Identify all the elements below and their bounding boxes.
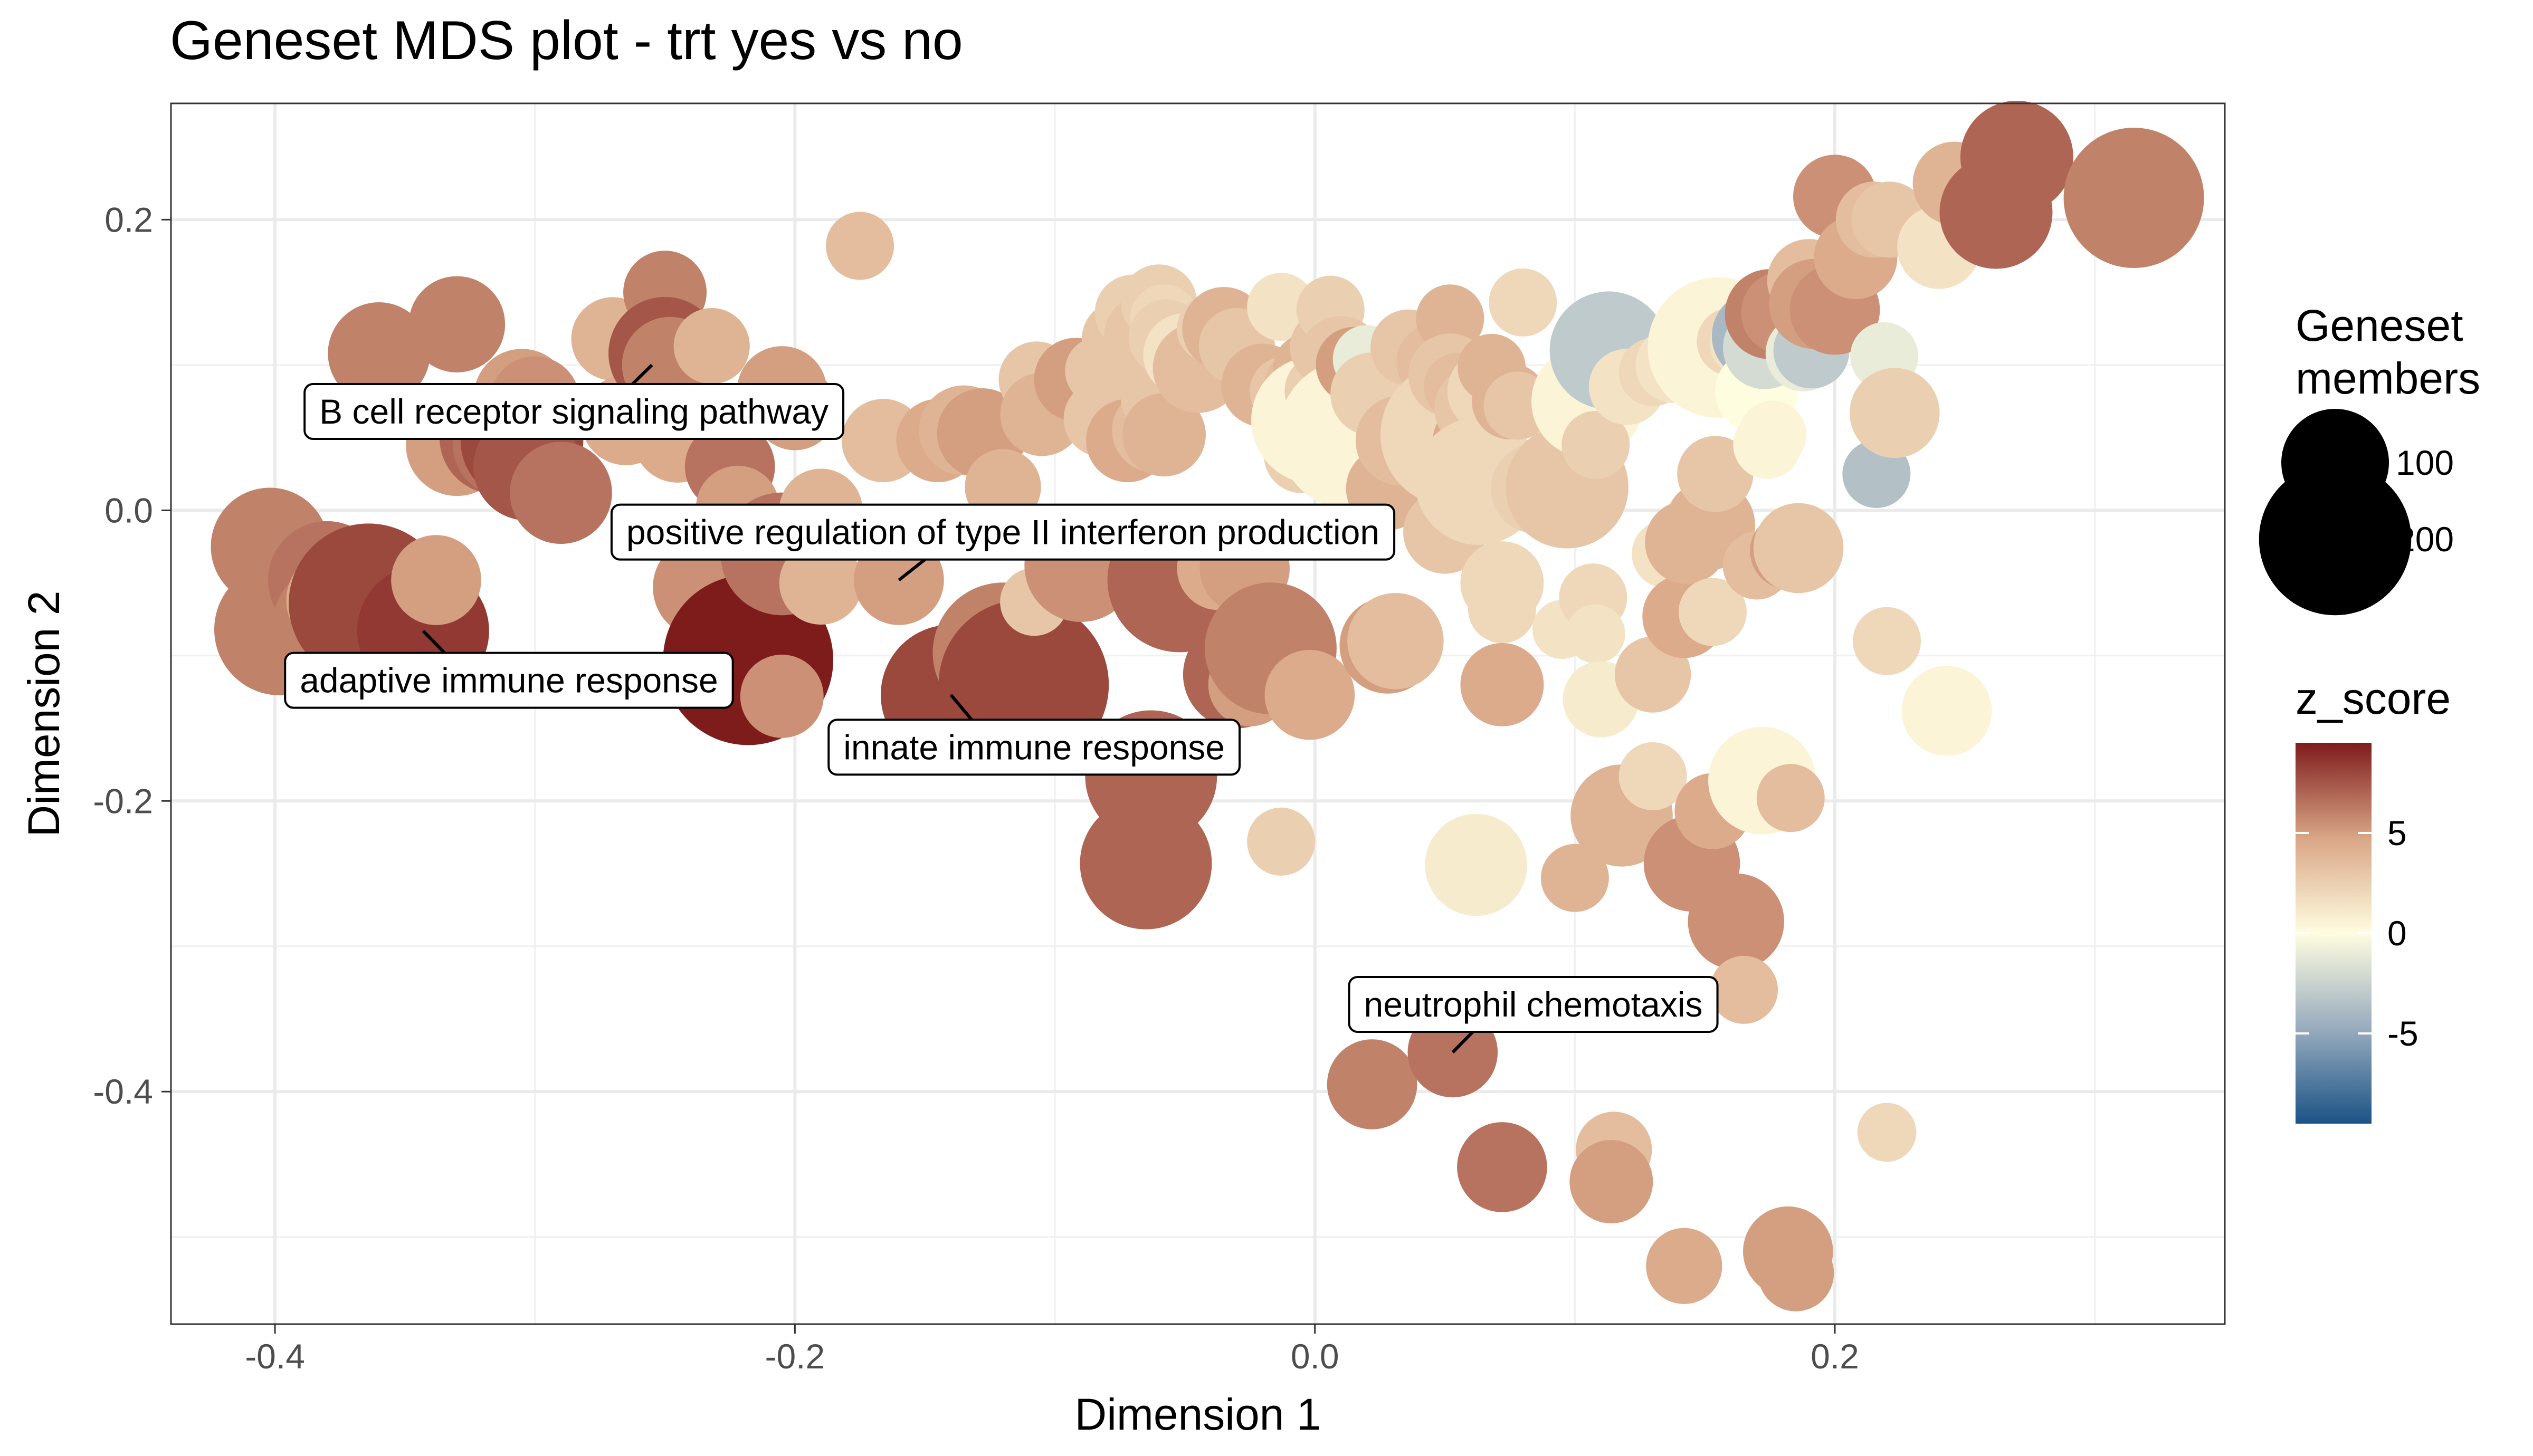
data-point <box>1853 607 1921 675</box>
y-tick-label: 0.2 <box>104 200 153 239</box>
size-legend-key-200 <box>2259 463 2412 616</box>
size-legend-title-line-1: Geneset <box>2296 301 2463 350</box>
data-point <box>1857 1103 1917 1162</box>
data-point <box>1678 578 1747 646</box>
data-point <box>1677 436 1754 512</box>
data-point <box>1347 593 1444 689</box>
annotation-leader-line <box>422 629 446 654</box>
data-point <box>1416 284 1484 353</box>
size-legend: Geneset members 100 200 <box>2259 301 2480 616</box>
annotation-label: neutrophil chemotaxis <box>1364 985 1703 1024</box>
x-axis: -0.4 -0.2 0.0 0.2 <box>245 1324 1859 1376</box>
data-point <box>1901 666 1992 756</box>
data-point <box>1688 873 1785 970</box>
data-point <box>1122 393 1206 477</box>
annotation-label: positive regulation of type II interfero… <box>626 513 1379 552</box>
annotation-box <box>827 719 1241 776</box>
y-axis-title: Dimension 2 <box>19 591 69 837</box>
data-point <box>1569 1140 1653 1224</box>
x-tick-label: 0.2 <box>1811 1337 1859 1376</box>
data-point <box>1080 797 1212 930</box>
annotation-leader-line <box>949 694 973 721</box>
data-point <box>1960 100 2073 214</box>
data-point <box>1561 410 1630 479</box>
size-legend-label-100: 100 <box>2396 443 2454 482</box>
data-point <box>779 541 863 625</box>
color-legend: z_score 5 0 -5 <box>2296 674 2451 1124</box>
data-point <box>1468 575 1536 644</box>
data-point <box>1756 764 1825 832</box>
data-point <box>740 654 824 738</box>
colorbar-tick-label: 0 <box>2387 914 2407 953</box>
data-point <box>1566 604 1625 664</box>
data-point <box>1849 368 1940 458</box>
colorbar-tick-label: 5 <box>2387 813 2407 852</box>
color-legend-title: z_score <box>2296 674 2451 723</box>
data-point <box>1327 1039 1417 1129</box>
data-point <box>1540 844 1609 912</box>
x-tick-label: 0.0 <box>1291 1337 1339 1376</box>
data-point <box>1489 268 1557 337</box>
annotation: B cell receptor signaling pathway <box>303 363 845 440</box>
annotation-box <box>1348 975 1719 1033</box>
chart-title: Geneset MDS plot - trt yes vs no <box>170 10 963 71</box>
data-point <box>1425 813 1527 916</box>
annotation-label: innate immune response <box>843 727 1225 767</box>
annotation-box <box>303 383 845 440</box>
annotation-leader-line <box>631 363 653 386</box>
annotation-box <box>610 503 1396 561</box>
data-point <box>391 535 481 625</box>
plot-panel-border <box>170 102 2226 1325</box>
annotation-box <box>284 652 734 709</box>
annotation: innate immune response <box>827 694 1241 776</box>
y-tick-label: 0.0 <box>104 491 153 530</box>
annotation-leader-line <box>1451 1030 1474 1053</box>
data-point <box>673 308 750 385</box>
x-tick-label: -0.2 <box>765 1337 825 1376</box>
annotation-label: adaptive immune response <box>300 661 718 700</box>
size-legend-title-line-2: members <box>2296 353 2480 403</box>
x-axis-title: Dimension 1 <box>1075 1390 1321 1439</box>
data-point <box>1710 955 1778 1024</box>
data-points <box>211 100 2204 1311</box>
data-point <box>328 302 430 405</box>
size-legend-label-200: 200 <box>2396 520 2454 559</box>
y-axis: -0.4 -0.2 0.0 0.2 <box>93 200 171 1111</box>
annotation-leader-line <box>898 558 926 581</box>
data-point <box>1618 742 1687 810</box>
data-point <box>1738 400 1807 469</box>
annotation: adaptive immune response <box>284 629 734 709</box>
data-point <box>826 212 894 280</box>
data-point <box>1264 649 1355 740</box>
annotation-label: B cell receptor signaling pathway <box>319 392 829 431</box>
data-point <box>1646 1228 1722 1304</box>
data-point <box>1753 503 1844 593</box>
data-point <box>408 276 506 372</box>
colorbar-tick-label: -5 <box>2387 1014 2418 1053</box>
annotation: positive regulation of type II interfero… <box>610 503 1396 581</box>
y-tick-label: -0.4 <box>93 1072 153 1111</box>
annotation: neutrophil chemotaxis <box>1348 975 1719 1053</box>
data-point <box>2063 128 2204 269</box>
colorbar-ticks: 5 0 -5 <box>2296 813 2418 1053</box>
data-point <box>1247 807 1316 876</box>
data-point <box>510 442 612 544</box>
data-point <box>1457 1122 1547 1212</box>
annotation-labels: B cell receptor signaling pathway positiv… <box>284 363 1719 1053</box>
data-point <box>1757 1235 1834 1311</box>
x-tick-label: -0.4 <box>245 1337 305 1376</box>
y-tick-label: -0.2 <box>93 781 153 820</box>
data-point <box>1460 643 1544 726</box>
